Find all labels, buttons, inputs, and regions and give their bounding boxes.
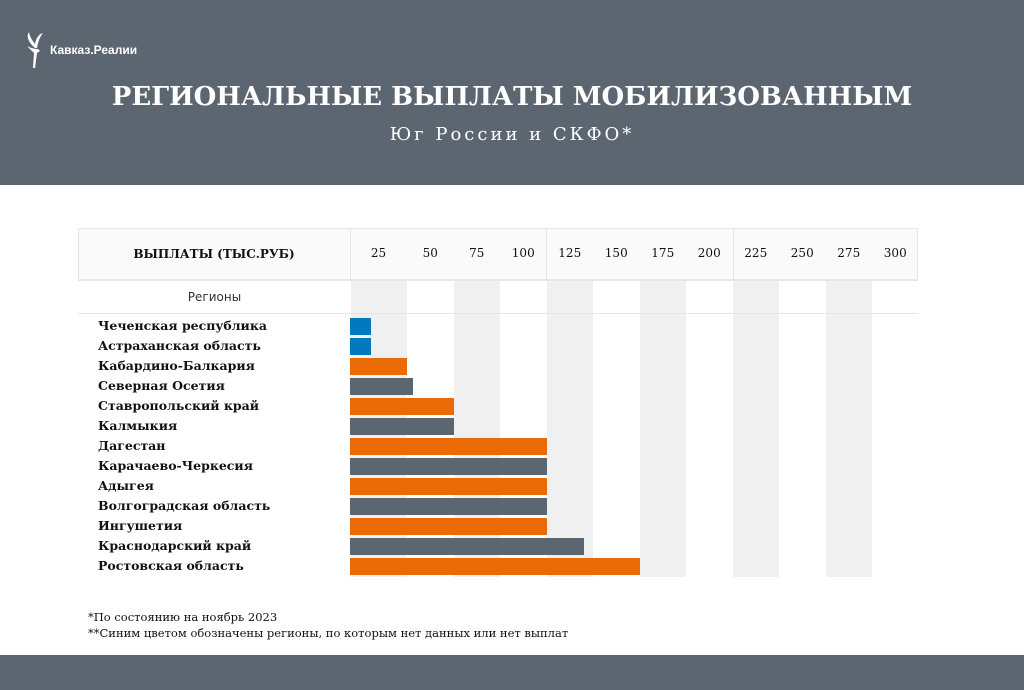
brand-logo: Кавказ.Реалии [24, 30, 137, 70]
grid-band [546, 281, 593, 577]
footnote: **Синим цветом обозначены регионы, по ко… [88, 626, 569, 640]
bar-9 [350, 498, 547, 515]
region-label: Северная Осетия [98, 378, 225, 393]
region-label: Волгоградская область [98, 498, 271, 513]
x-tick-label: 100 [511, 246, 535, 260]
region-label: Ингушетия [98, 518, 183, 533]
grid-band [639, 281, 686, 577]
x-tick-label: 225 [744, 246, 768, 260]
x-tick-label: 75 [469, 246, 485, 260]
region-label: Карачаево-Черкесия [98, 458, 253, 473]
bar-0 [350, 318, 371, 335]
bar-1 [350, 338, 371, 355]
header-banner [0, 0, 1024, 185]
x-tick-label: 275 [837, 246, 861, 260]
bar-6 [350, 438, 547, 455]
bar-2 [350, 358, 407, 375]
region-label: Краснодарский край [98, 538, 252, 553]
bar-5 [350, 418, 454, 435]
divider [78, 280, 918, 281]
chart-header [78, 228, 918, 280]
region-label: Дагестан [98, 438, 166, 453]
bar-8 [350, 478, 547, 495]
bar-12 [350, 558, 640, 575]
region-label: Ростовская область [98, 558, 244, 573]
region-label: Адыгея [98, 478, 154, 493]
divider [78, 313, 918, 314]
footer-banner [0, 655, 1024, 690]
x-axis-label: ВЫПЛАТЫ (ТЫС.РУБ) [78, 228, 351, 280]
bar-11 [350, 538, 584, 555]
header-divider [546, 228, 547, 280]
bar-7 [350, 458, 547, 475]
footnote: *По состоянию на ноябрь 2023 [88, 610, 278, 624]
region-label: Астраханская область [98, 338, 261, 353]
header-divider [733, 228, 734, 280]
grid-band [825, 281, 872, 577]
page-subtitle: Юг России и СКФО* [389, 124, 635, 145]
bar-10 [350, 518, 547, 535]
x-tick-label: 125 [558, 246, 582, 260]
x-tick-label: 200 [697, 246, 721, 260]
bar-3 [350, 378, 413, 395]
region-label: Калмыкия [98, 418, 178, 433]
bar-4 [350, 398, 454, 415]
x-tick-label: 150 [604, 246, 628, 260]
x-tick-label: 50 [422, 246, 438, 260]
region-label: Кабардино-Балкария [98, 358, 255, 373]
y-axis-label: Регионы [187, 289, 242, 304]
grid-band [732, 281, 779, 577]
torch-icon [27, 32, 43, 68]
region-label: Ставропольский край [98, 398, 260, 413]
x-tick-label: 250 [790, 246, 814, 260]
page-title: РЕГИОНАЛЬНЫЕ ВЫПЛАТЫ МОБИЛИЗОВАННЫМ [111, 82, 913, 112]
region-label: Чеченская республика [98, 318, 267, 333]
x-tick-label: 175 [651, 246, 675, 260]
x-tick-label: 300 [883, 246, 907, 260]
x-tick-label: 25 [370, 246, 387, 260]
